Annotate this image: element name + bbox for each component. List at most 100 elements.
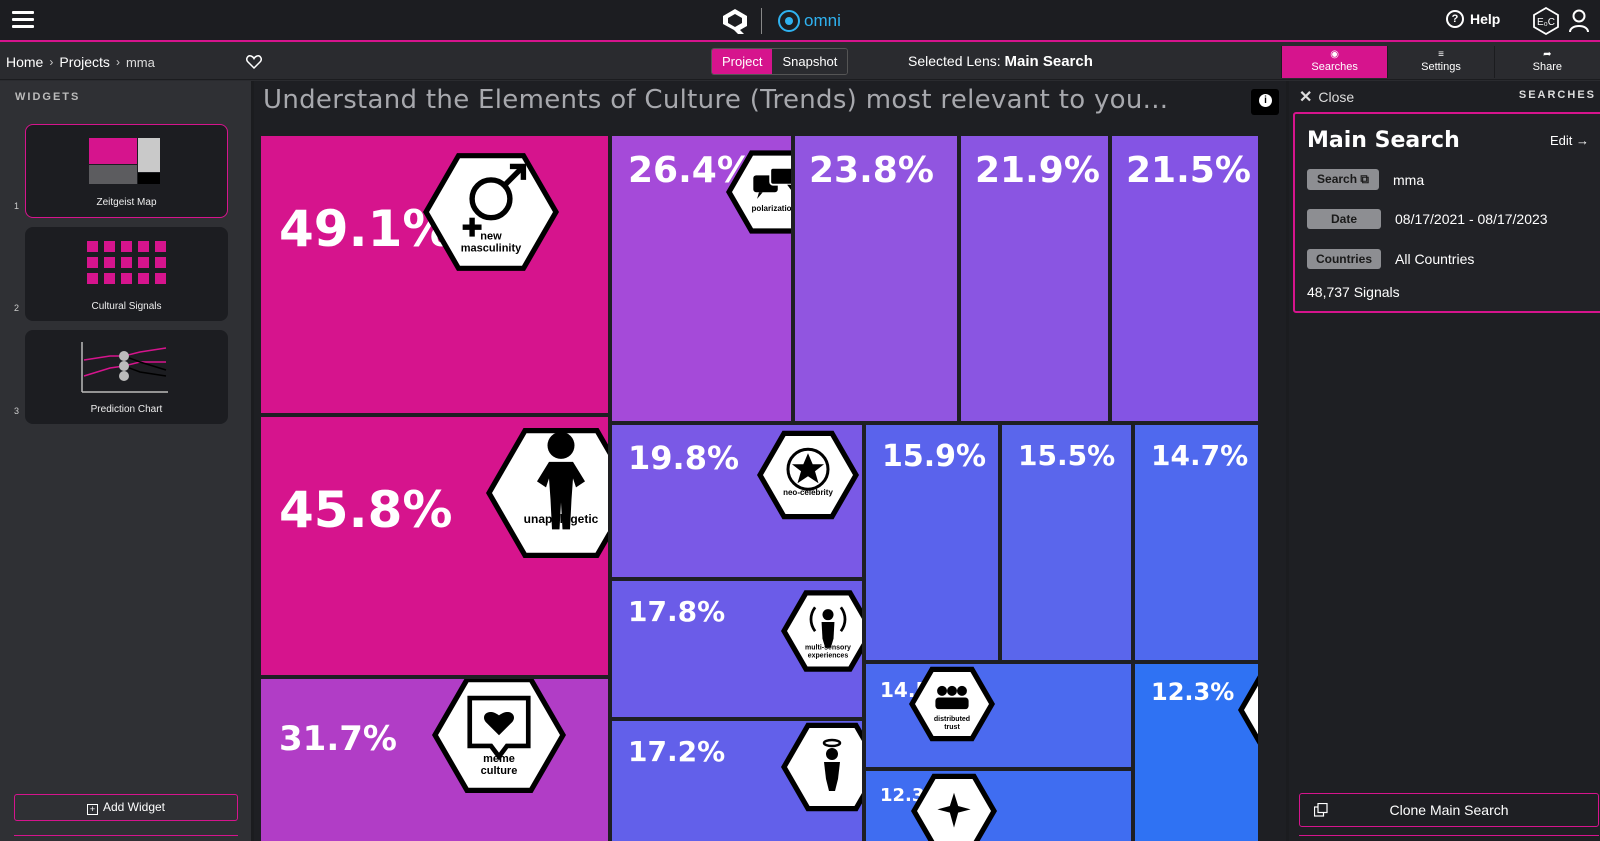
angel-icon bbox=[781, 722, 862, 812]
add-widget-button[interactable]: + Add Widget bbox=[14, 794, 238, 821]
tab-settings-label: Settings bbox=[1421, 61, 1461, 73]
hamburger-menu-icon[interactable] bbox=[12, 11, 34, 29]
logo-divider bbox=[761, 8, 762, 34]
clone-icon bbox=[1314, 803, 1328, 817]
trend-tile[interactable]: 49.1% new masculinity bbox=[261, 136, 608, 413]
widgets-sidebar: WIDGETS 1 Zeitgeist Map 2 Cultural Signa… bbox=[0, 81, 254, 841]
trend-tile[interactable]: 31.7% meme culture bbox=[261, 679, 608, 841]
zeitgeist-map-thumbnail bbox=[89, 138, 160, 184]
breadcrumb-home[interactable]: Home bbox=[6, 54, 44, 70]
search-tag[interactable]: Search ⧉ bbox=[1307, 169, 1379, 190]
svg-text:distributed: distributed bbox=[934, 716, 970, 723]
cultural-signals-thumbnail bbox=[87, 241, 166, 284]
omni-circle-icon bbox=[778, 10, 800, 32]
countries-tag: Countries bbox=[1307, 249, 1381, 269]
spark-icon bbox=[911, 773, 997, 841]
trend-tile[interactable]: 21.5%microcultures bbox=[1112, 136, 1258, 421]
trend-tile[interactable]: 19.8% neo-celebrity bbox=[612, 425, 862, 577]
widget-label: Cultural Signals bbox=[91, 301, 162, 312]
searches-panel: ✕ Close SEARCHES Main Search Edit → Sear… bbox=[1286, 81, 1600, 841]
trend-percentage: 17.2% bbox=[628, 735, 726, 768]
clone-label: Clone Main Search bbox=[1389, 802, 1509, 818]
trend-tile[interactable]: 14.7%metaverse bbox=[1135, 425, 1258, 660]
svg-text:unapologetic: unapologetic bbox=[524, 512, 599, 526]
searches-header: SEARCHES bbox=[1518, 89, 1596, 101]
trend-tile[interactable]: 21.9%nearnostalgia bbox=[961, 136, 1108, 421]
tab-share[interactable]: ➦ Share bbox=[1493, 46, 1600, 78]
trend-tile[interactable]: 45.8% unapologetic bbox=[261, 417, 608, 675]
trend-percentage: 15.9% bbox=[882, 439, 987, 474]
copy-icon: ⧉ bbox=[1360, 172, 1369, 186]
tab-searches[interactable]: ◉ Searches bbox=[1281, 46, 1388, 78]
trend-tile[interactable]: 23.8%unperfect bbox=[795, 136, 957, 421]
trend-tile[interactable]: 17.8% multi-sensory experiences bbox=[612, 581, 862, 717]
trend-tile[interactable]: 15.5%kidult bbox=[1002, 425, 1131, 660]
panel-bottom-divider bbox=[1299, 835, 1599, 841]
user-initials: E₀C bbox=[1537, 17, 1555, 28]
omni-label: omni bbox=[804, 11, 841, 30]
search-title: Main Search bbox=[1307, 128, 1460, 153]
trend-percentage: 21.5% bbox=[1126, 150, 1251, 191]
close-label: Close bbox=[1318, 89, 1355, 105]
omni-logo[interactable]: omni bbox=[778, 9, 841, 33]
date-tag: Date bbox=[1307, 209, 1381, 229]
svg-text:masculinity: masculinity bbox=[461, 242, 522, 254]
sliders-icon: ≡ bbox=[1438, 49, 1444, 60]
page-title: Understand the Elements of Culture (Tren… bbox=[263, 85, 1169, 115]
breadcrumb-projects[interactable]: Projects bbox=[59, 54, 110, 70]
org-avatar[interactable]: E₀C bbox=[1532, 7, 1560, 35]
trend-tile[interactable]: 12.3% bbox=[1135, 664, 1258, 841]
signals-count: 48,737 Signals bbox=[1307, 284, 1400, 300]
svg-text:trust: trust bbox=[944, 724, 960, 731]
prediction-chart-thumbnail bbox=[81, 342, 168, 393]
trend-percentage: 49.1% bbox=[279, 200, 453, 258]
lens-prefix: Selected Lens: bbox=[908, 53, 1001, 69]
trend-tile[interactable]: 15.9%punkhealth bbox=[866, 425, 998, 660]
edit-search-button[interactable]: Edit → bbox=[1549, 133, 1589, 148]
trend-percentage: 17.8% bbox=[628, 595, 726, 628]
speech-bubbles-icon: polarization bbox=[726, 150, 791, 234]
trend-tile[interactable]: 17.2% bbox=[612, 721, 862, 841]
svg-text:polarization: polarization bbox=[752, 204, 791, 213]
top-bar: omni ? Help E₀C bbox=[0, 0, 1600, 42]
svg-text:culture: culture bbox=[481, 765, 518, 777]
clone-search-button[interactable]: Clone Main Search bbox=[1299, 793, 1599, 827]
sidebar-bottom-divider bbox=[14, 835, 238, 841]
close-icon: ✕ bbox=[1299, 89, 1313, 106]
widget-cultural-signals[interactable]: Cultural Signals bbox=[25, 227, 228, 321]
widget-zeitgeist-map[interactable]: Zeitgeist Map bbox=[25, 124, 228, 218]
svg-text:neo-celebrity: neo-celebrity bbox=[783, 488, 833, 497]
chevron-right-icon: › bbox=[115, 55, 120, 69]
favorite-heart-icon[interactable] bbox=[246, 55, 262, 69]
person-hands-on-hips-icon: unapologetic bbox=[486, 428, 608, 558]
close-button[interactable]: ✕ Close bbox=[1299, 87, 1354, 107]
search-tag-label: Search bbox=[1317, 172, 1358, 186]
help-button[interactable]: ? Help bbox=[1446, 10, 1500, 28]
svg-text:experiences: experiences bbox=[808, 653, 849, 660]
right-panel-tabs: ◉ Searches ≡ Settings ➦ Share bbox=[1281, 46, 1600, 78]
user-icon[interactable] bbox=[1568, 9, 1590, 33]
trend-percentage: 12.3% bbox=[1151, 678, 1235, 706]
widget-number: 2 bbox=[14, 303, 20, 313]
tab-settings[interactable]: ≡ Settings bbox=[1387, 46, 1493, 78]
trend-tile[interactable]: 26.4% polarization bbox=[612, 136, 791, 421]
snapshot-toggle-button[interactable]: Snapshot bbox=[772, 49, 848, 74]
owl-icon bbox=[1238, 675, 1258, 745]
trend-percentage: 45.8% bbox=[279, 481, 453, 539]
trend-percentage: 21.9% bbox=[975, 150, 1100, 191]
countries-row: Countries All Countries bbox=[1307, 249, 1474, 269]
selected-lens: Selected Lens: Main Search bbox=[908, 53, 1093, 70]
widget-label: Zeitgeist Map bbox=[96, 197, 157, 208]
question-icon: ? bbox=[1446, 10, 1464, 28]
trend-percentage: 23.8% bbox=[809, 150, 934, 191]
widget-prediction-chart[interactable]: Prediction Chart bbox=[25, 330, 228, 424]
trend-tile[interactable]: 12.3% bbox=[866, 771, 1131, 841]
project-toggle-button[interactable]: Project bbox=[712, 49, 773, 74]
svg-text:multi-sensory: multi-sensory bbox=[805, 645, 851, 652]
info-icon[interactable] bbox=[1251, 89, 1279, 115]
brand-logo[interactable] bbox=[720, 7, 750, 35]
svg-text:new: new bbox=[480, 230, 502, 242]
trend-tile[interactable]: 14.5% distributed trust bbox=[866, 664, 1131, 767]
